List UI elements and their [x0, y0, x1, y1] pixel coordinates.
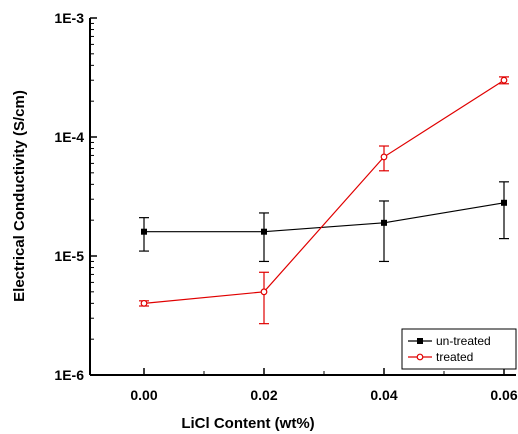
y-tick-label: 1E-4 — [54, 129, 84, 145]
x-tick-label: 0.04 — [370, 387, 397, 403]
x-tick-label: 0.06 — [490, 387, 517, 403]
series-layer — [139, 76, 509, 325]
x-axis: 0.00 0.02 0.04 0.06 — [130, 368, 518, 403]
x-tick-label: 0.00 — [130, 387, 157, 403]
y-tick-label: 1E-6 — [54, 367, 84, 383]
data-point — [380, 153, 388, 161]
plot-frame — [89, 18, 516, 376]
data-point — [260, 288, 268, 296]
series-line — [143, 79, 505, 304]
legend-label: un-treated — [436, 334, 491, 348]
legend-marker — [416, 353, 424, 361]
data-point — [381, 219, 387, 226]
legend-marker — [417, 338, 423, 344]
x-tick-label: 0.02 — [250, 387, 277, 403]
y-axis: 1E-6 1E-5 1E-4 1E-3 — [54, 10, 97, 383]
data-point — [261, 228, 267, 235]
series-treated — [139, 76, 509, 325]
legend: un-treated treated — [401, 328, 517, 370]
legend-box — [401, 328, 517, 370]
y-axis-title: Electrical Conductivity (S/cm) — [11, 90, 28, 302]
series-un-treated — [139, 181, 509, 263]
data-point — [501, 199, 507, 206]
series-line — [144, 202, 505, 233]
x-axis-title: LiCl Content (wt%) — [181, 415, 314, 432]
y-tick-label: 1E-5 — [54, 248, 84, 264]
data-point — [140, 299, 148, 307]
data-point — [141, 228, 147, 235]
y-tick-label: 1E-3 — [54, 10, 84, 26]
data-point — [500, 76, 508, 84]
legend-label: treated — [436, 350, 473, 364]
